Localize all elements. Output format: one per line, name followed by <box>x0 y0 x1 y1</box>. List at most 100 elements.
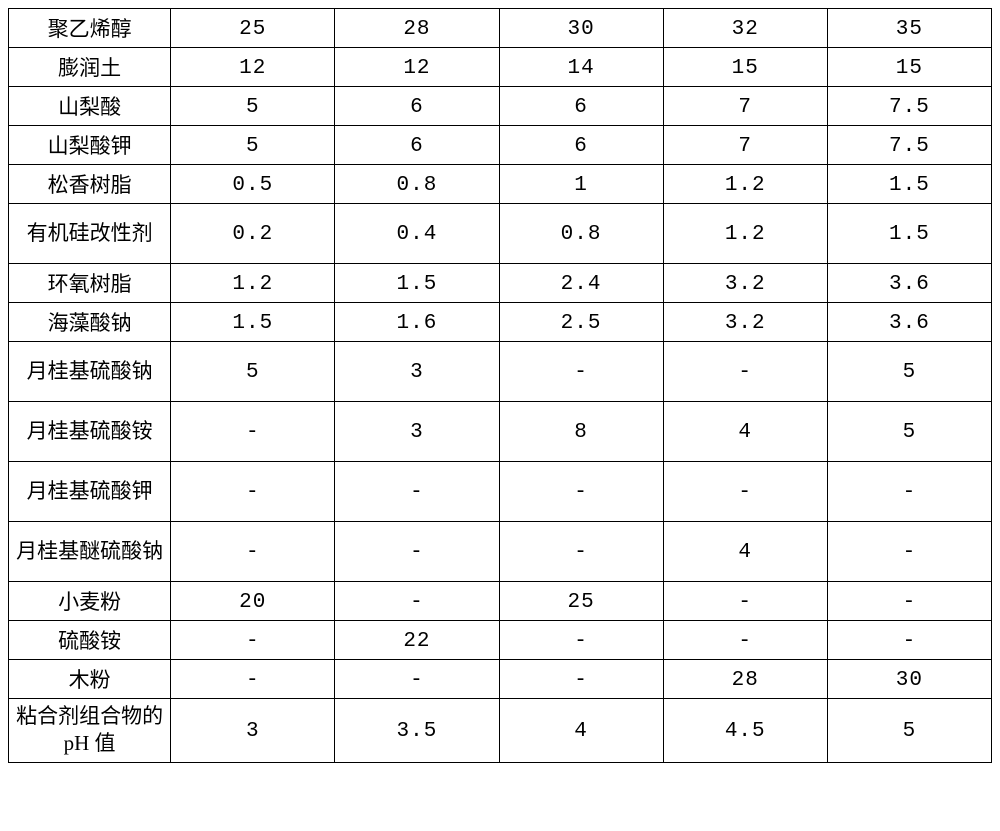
table-row: 有机硅改性剂0.20.40.81.21.5 <box>9 204 992 264</box>
table-cell: 7 <box>663 87 827 126</box>
cell-value: 7.5 <box>889 96 930 119</box>
cell-value: 3 <box>246 720 260 743</box>
table-cell: - <box>171 660 335 699</box>
cell-value: 5 <box>246 96 260 119</box>
cell-value: 3 <box>410 361 424 384</box>
cell-value: - <box>574 481 588 504</box>
table-cell: - <box>827 582 991 621</box>
row-label: 硫酸铵 <box>9 621 171 660</box>
table-cell: 0.2 <box>171 204 335 264</box>
cell-value: - <box>903 481 917 504</box>
table-cell: - <box>335 582 499 621</box>
cell-value: - <box>410 541 424 564</box>
table-cell: 0.8 <box>335 165 499 204</box>
table-row: 小麦粉20-25-- <box>9 582 992 621</box>
table-cell: - <box>663 462 827 522</box>
cell-value: 1.2 <box>725 223 766 246</box>
table-cell: 8 <box>499 402 663 462</box>
cell-value: 6 <box>574 96 588 119</box>
table-cell: 1 <box>499 165 663 204</box>
cell-value: - <box>574 630 588 653</box>
table-row: 松香树脂0.50.811.21.5 <box>9 165 992 204</box>
row-label: 山梨酸钾 <box>9 126 171 165</box>
cell-value: 3.6 <box>889 312 930 335</box>
table-cell: - <box>499 522 663 582</box>
table-cell: - <box>663 582 827 621</box>
table-cell: 15 <box>663 48 827 87</box>
cell-value: 1 <box>574 174 588 197</box>
table-cell: 6 <box>335 126 499 165</box>
cell-value: 1.5 <box>397 273 438 296</box>
table-row: 聚乙烯醇2528303235 <box>9 9 992 48</box>
cell-value: 35 <box>896 18 923 41</box>
cell-value: 5 <box>246 361 260 384</box>
table-cell: 4 <box>663 402 827 462</box>
cell-value: 0.5 <box>232 174 273 197</box>
table-cell: 5 <box>171 126 335 165</box>
table-cell: 1.2 <box>663 165 827 204</box>
cell-value: 28 <box>732 669 759 692</box>
table-row: 硫酸铵-22--- <box>9 621 992 660</box>
cell-value: - <box>903 630 917 653</box>
cell-value: 15 <box>896 57 923 80</box>
row-label: 山梨酸 <box>9 87 171 126</box>
cell-value: 5 <box>246 135 260 158</box>
table-row: 山梨酸钾56677.5 <box>9 126 992 165</box>
cell-value: 1.2 <box>232 273 273 296</box>
table-cell: 3 <box>335 402 499 462</box>
table-cell: - <box>335 462 499 522</box>
row-label: 松香树脂 <box>9 165 171 204</box>
table-row: 月桂基硫酸钠53--5 <box>9 342 992 402</box>
cell-value: 3.5 <box>397 720 438 743</box>
table-cell: - <box>499 462 663 522</box>
cell-value: 25 <box>567 591 594 614</box>
cell-value: - <box>246 669 260 692</box>
cell-value: 4 <box>738 421 752 444</box>
cell-value: 4 <box>574 720 588 743</box>
table-cell: 1.5 <box>171 303 335 342</box>
table-cell: 0.8 <box>499 204 663 264</box>
cell-value: - <box>410 481 424 504</box>
row-label: 小麦粉 <box>9 582 171 621</box>
cell-value: - <box>574 541 588 564</box>
table-cell: - <box>499 621 663 660</box>
table-cell: - <box>171 462 335 522</box>
table-cell: 12 <box>171 48 335 87</box>
cell-value: 30 <box>567 18 594 41</box>
cell-value: 30 <box>896 669 923 692</box>
table-row: 月桂基硫酸铵-3845 <box>9 402 992 462</box>
table-cell: 3.6 <box>827 264 991 303</box>
table-cell: 5 <box>171 342 335 402</box>
table-cell: - <box>827 522 991 582</box>
table-cell: 35 <box>827 9 991 48</box>
table-cell: 25 <box>499 582 663 621</box>
table-cell: 3 <box>335 342 499 402</box>
table-row: 海藻酸钠1.51.62.53.23.6 <box>9 303 992 342</box>
table-cell: 4 <box>499 699 663 763</box>
row-label: 海藻酸钠 <box>9 303 171 342</box>
table-row: 环氧树脂1.21.52.43.23.6 <box>9 264 992 303</box>
cell-value: 3.2 <box>725 312 766 335</box>
row-label: 木粉 <box>9 660 171 699</box>
table-cell: - <box>335 522 499 582</box>
row-label: 聚乙烯醇 <box>9 9 171 48</box>
table-cell: - <box>827 462 991 522</box>
table-cell: - <box>663 342 827 402</box>
cell-value: - <box>738 630 752 653</box>
table-cell: 7.5 <box>827 87 991 126</box>
cell-value: 28 <box>403 18 430 41</box>
cell-value: 0.8 <box>397 174 438 197</box>
cell-value: 0.2 <box>232 223 273 246</box>
table-cell: 5 <box>827 402 991 462</box>
cell-value: - <box>246 421 260 444</box>
cell-value: - <box>903 541 917 564</box>
table-cell: 28 <box>335 9 499 48</box>
data-table: 聚乙烯醇2528303235膨润土1212141515山梨酸56677.5山梨酸… <box>8 8 992 763</box>
cell-value: - <box>246 630 260 653</box>
table-cell: - <box>171 621 335 660</box>
cell-value: 7 <box>738 96 752 119</box>
table-cell: 1.5 <box>827 204 991 264</box>
table-cell: 28 <box>663 660 827 699</box>
table-cell: - <box>171 522 335 582</box>
cell-value: 4 <box>738 541 752 564</box>
